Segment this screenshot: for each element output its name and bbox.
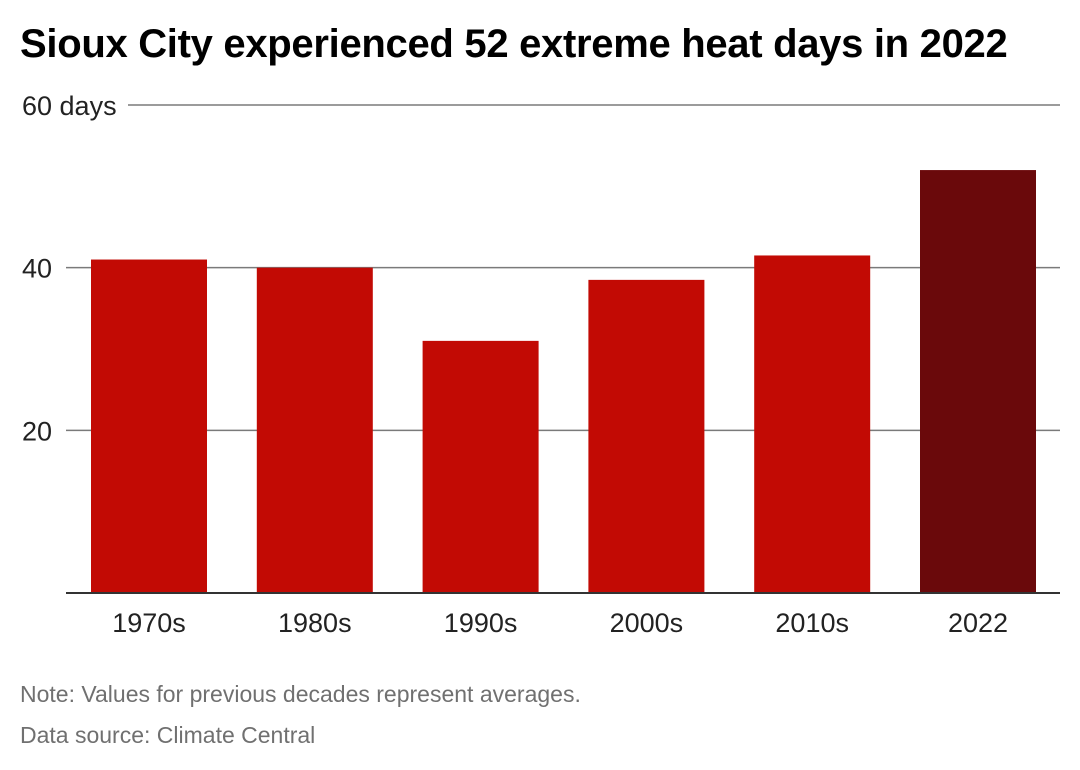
- y-tick-label-40: 40: [22, 254, 52, 284]
- data-source: Data source: Climate Central: [20, 722, 316, 748]
- chart-note: Note: Values for previous decades repres…: [20, 681, 581, 707]
- gridlines: [66, 104, 1060, 432]
- category-label-2010s: 2010s: [775, 608, 849, 638]
- bar-2000s: [588, 279, 705, 593]
- y-tick-label-20: 20: [22, 416, 52, 446]
- category-label-1980s: 1980s: [278, 608, 352, 638]
- bar-1990s: [422, 340, 539, 593]
- bar-1980s: [256, 267, 373, 593]
- y-tick-label-60: 60 days: [22, 91, 117, 121]
- bar-2022: [920, 170, 1036, 594]
- category-label-1990s: 1990s: [444, 608, 518, 638]
- category-label-2022: 2022: [948, 608, 1008, 638]
- chart-title: Sioux City experienced 52 extreme heat d…: [20, 22, 1008, 66]
- category-labels: 1970s 1980s 1990s 2000s 2010s 2022: [112, 608, 1008, 638]
- bar-2010s: [754, 255, 871, 593]
- bars: [91, 170, 1036, 594]
- category-label-1970s: 1970s: [112, 608, 186, 638]
- category-label-2000s: 2000s: [610, 608, 684, 638]
- y-tick-labels: 20 40 60 days: [22, 91, 117, 446]
- bar-1970s: [91, 259, 207, 593]
